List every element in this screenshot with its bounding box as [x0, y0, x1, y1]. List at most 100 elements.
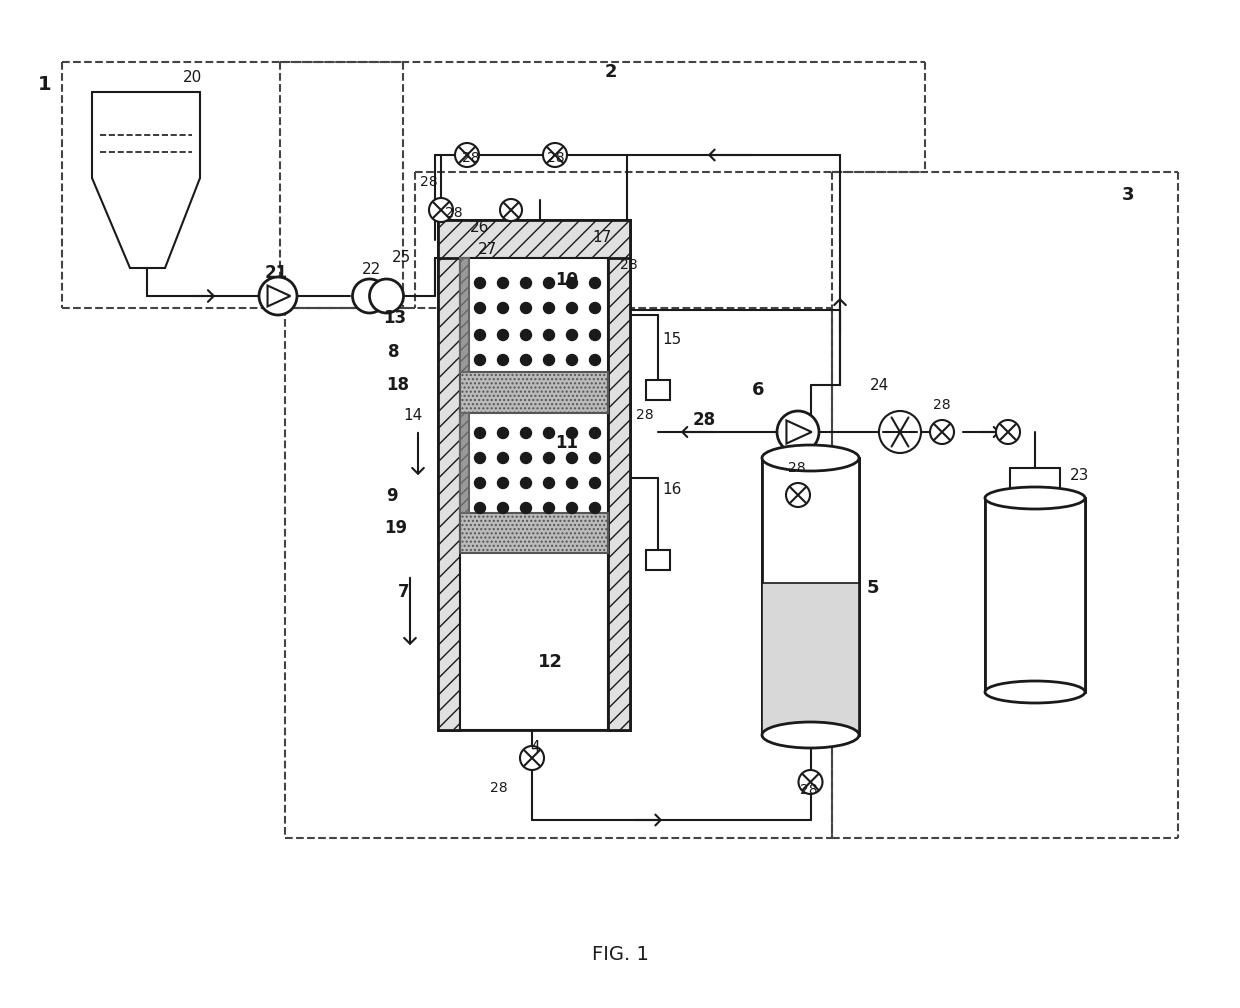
Text: 11: 11: [556, 434, 578, 452]
Text: 9: 9: [386, 487, 398, 505]
Text: 28: 28: [800, 783, 817, 797]
Circle shape: [521, 453, 532, 464]
Bar: [438, 220, 460, 730]
Bar: [460, 258, 608, 730]
Circle shape: [455, 143, 479, 167]
Circle shape: [520, 746, 544, 770]
Circle shape: [497, 478, 508, 489]
Circle shape: [475, 302, 486, 313]
Ellipse shape: [763, 722, 859, 748]
Circle shape: [521, 427, 532, 438]
Text: 12: 12: [538, 653, 563, 671]
Circle shape: [567, 453, 578, 464]
Text: 25: 25: [392, 251, 412, 265]
Circle shape: [475, 355, 486, 366]
Text: 8: 8: [388, 343, 399, 361]
Circle shape: [567, 355, 578, 366]
Text: 20: 20: [184, 71, 202, 86]
Circle shape: [589, 503, 600, 513]
Circle shape: [497, 277, 508, 288]
Circle shape: [475, 330, 486, 341]
Circle shape: [543, 277, 554, 288]
Text: 19: 19: [384, 519, 407, 537]
Text: 24: 24: [870, 378, 889, 392]
Circle shape: [521, 330, 532, 341]
Circle shape: [497, 503, 508, 513]
Circle shape: [521, 355, 532, 366]
Bar: [608, 220, 630, 730]
Circle shape: [589, 453, 600, 464]
Circle shape: [589, 330, 600, 341]
Circle shape: [497, 302, 508, 313]
Circle shape: [567, 503, 578, 513]
Ellipse shape: [985, 681, 1085, 703]
Circle shape: [475, 427, 486, 438]
Circle shape: [930, 420, 954, 444]
Text: 26: 26: [470, 221, 490, 236]
Circle shape: [475, 277, 486, 288]
Circle shape: [567, 302, 578, 313]
Circle shape: [589, 302, 600, 313]
Bar: [763, 458, 859, 735]
Circle shape: [589, 355, 600, 366]
Text: 28: 28: [463, 151, 480, 165]
Bar: [985, 498, 1085, 692]
Circle shape: [352, 279, 387, 313]
Bar: [763, 583, 859, 735]
Bar: [646, 550, 670, 570]
Circle shape: [370, 279, 403, 313]
Bar: [460, 413, 469, 513]
Text: 5: 5: [867, 579, 879, 597]
Circle shape: [543, 453, 554, 464]
Circle shape: [543, 427, 554, 438]
Circle shape: [543, 355, 554, 366]
Text: 6: 6: [751, 381, 765, 399]
Ellipse shape: [985, 487, 1085, 509]
Circle shape: [543, 302, 554, 313]
Circle shape: [521, 302, 532, 313]
Circle shape: [521, 478, 532, 489]
Bar: [646, 380, 670, 400]
Circle shape: [567, 330, 578, 341]
Text: 3: 3: [1122, 186, 1135, 204]
Circle shape: [475, 453, 486, 464]
Bar: [763, 583, 859, 735]
Bar: [460, 372, 608, 413]
Text: 1: 1: [38, 76, 52, 95]
Ellipse shape: [763, 445, 859, 471]
Text: 28: 28: [490, 781, 507, 795]
Circle shape: [589, 277, 600, 288]
Text: 27: 27: [477, 243, 497, 257]
Text: 16: 16: [662, 483, 681, 498]
Circle shape: [543, 503, 554, 513]
Circle shape: [497, 330, 508, 341]
Text: 18: 18: [386, 376, 409, 394]
Text: 10: 10: [556, 271, 578, 289]
Circle shape: [543, 478, 554, 489]
Circle shape: [497, 427, 508, 438]
Circle shape: [521, 277, 532, 288]
Circle shape: [786, 483, 810, 507]
Circle shape: [497, 355, 508, 366]
Circle shape: [521, 503, 532, 513]
Circle shape: [429, 198, 453, 222]
Circle shape: [500, 199, 522, 221]
Circle shape: [567, 277, 578, 288]
Circle shape: [475, 503, 486, 513]
Text: 15: 15: [662, 333, 681, 348]
Text: 28: 28: [636, 408, 653, 422]
Text: 21: 21: [265, 264, 288, 282]
Text: 28: 28: [693, 411, 717, 429]
Text: 28: 28: [547, 151, 564, 165]
Circle shape: [567, 478, 578, 489]
Circle shape: [543, 143, 567, 167]
Circle shape: [589, 427, 600, 438]
Text: 28: 28: [787, 461, 806, 475]
Circle shape: [543, 330, 554, 341]
Text: 28: 28: [420, 175, 438, 190]
Circle shape: [879, 411, 921, 453]
Text: 28: 28: [932, 398, 951, 412]
Bar: [438, 220, 630, 258]
Text: 17: 17: [591, 231, 611, 246]
Text: 28: 28: [445, 206, 463, 220]
